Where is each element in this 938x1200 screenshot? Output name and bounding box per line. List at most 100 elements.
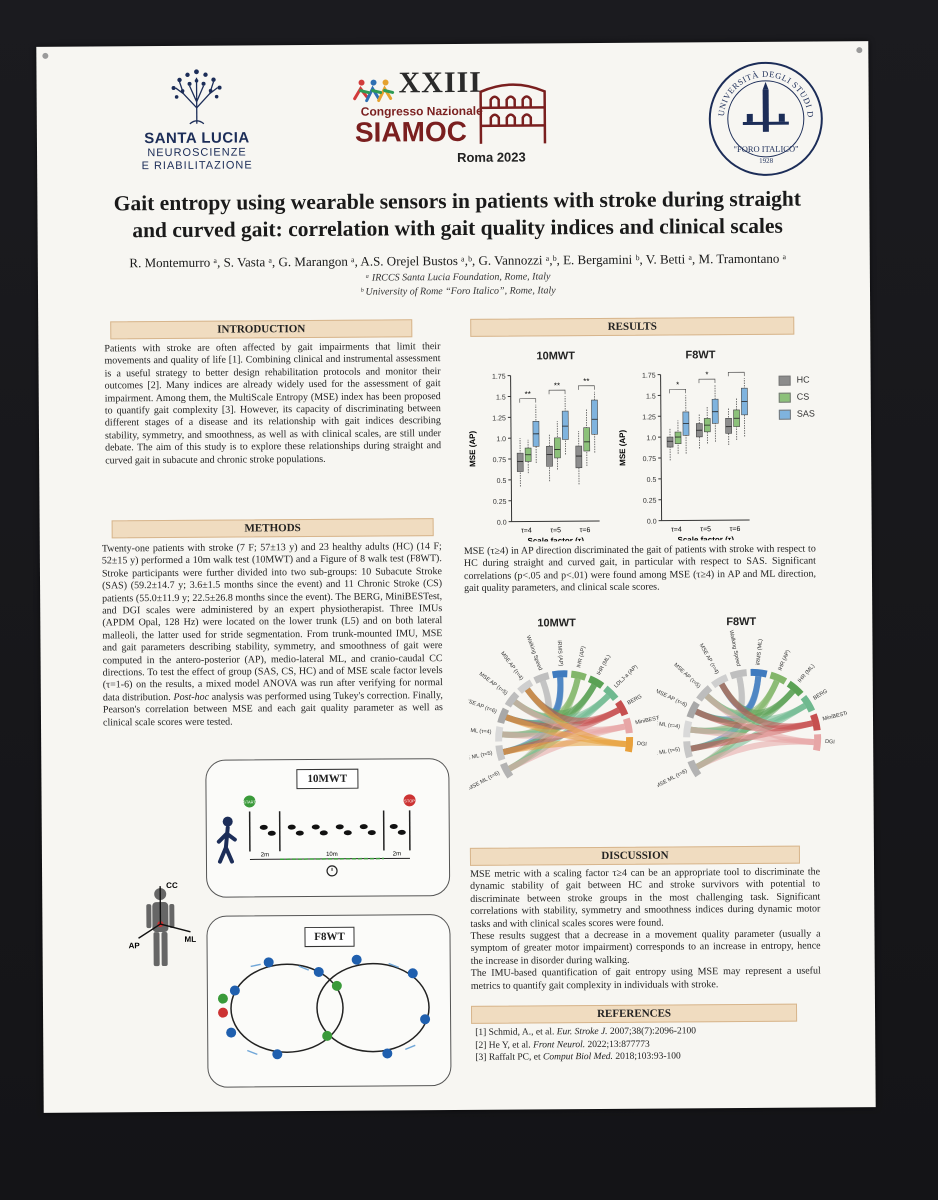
y-tick-label: 1.75	[492, 374, 506, 381]
box	[666, 436, 674, 448]
chord-label: IHR (ML)	[596, 654, 612, 677]
university-seal-icon: UNIVERSITÀ DEGLI STUDI DI ROMA	[702, 51, 823, 176]
y-axis-label: MSE (AP)	[468, 431, 477, 467]
chord-label: iRMS (AP)	[556, 640, 564, 666]
chord-label: MSE ML (τ=5)	[468, 750, 493, 763]
box-cs	[583, 409, 591, 467]
legend-swatch-hc	[778, 375, 791, 386]
chord-ribbon	[719, 682, 814, 730]
x-tick-label: τ=5	[550, 527, 561, 534]
results-text: MSE (τ≥4) in AP direction discriminated …	[463, 543, 817, 595]
y-tick-label: 0.25	[493, 499, 507, 506]
reference-3-journal: Comput Biol Med.	[542, 1051, 613, 1063]
discussion-paragraph-2: These results suggest that a decrease in…	[470, 928, 821, 967]
stop-label: STOP	[404, 798, 415, 803]
walker-icon	[216, 816, 237, 864]
santa-lucia-sub2: E RIABILITAZIONE	[141, 159, 253, 173]
chord-arc	[729, 669, 747, 680]
santa-lucia-name: SANTA LUCIA	[144, 129, 250, 148]
significance-bracket	[669, 388, 687, 394]
chord-arc	[533, 672, 550, 684]
x-tick-label: τ=5	[700, 526, 711, 533]
tree-icon	[171, 69, 222, 125]
chord-arc	[587, 675, 605, 689]
y-tick-label: 0.25	[643, 498, 657, 505]
discussion-paragraph-1: MSE metric with a scaling factor τ≥4 can…	[470, 866, 821, 930]
chord-arc	[812, 734, 822, 752]
box	[711, 398, 719, 424]
y-tick-label: 1.75	[642, 373, 656, 380]
methods-posthoc: Post-hoc	[173, 691, 210, 703]
stop-marker-icon	[403, 794, 416, 807]
box	[575, 445, 583, 469]
methods-text: Twenty-one patients with stroke (7 F; 57…	[102, 541, 443, 729]
box-sas	[711, 385, 719, 442]
y-tick-label: 0.0	[647, 519, 657, 526]
chord-label: LDLJ-a (AP)	[613, 664, 639, 690]
chord-label: MSE ML (τ=5)	[656, 747, 680, 759]
chord-label: Walking Speed	[728, 630, 741, 667]
chord-label: MSE ML (τ=6)	[468, 770, 501, 792]
reference-1-journal: Eur. Stroke J.	[556, 1026, 608, 1038]
box	[725, 417, 732, 434]
box-hc	[516, 438, 524, 487]
chord-arc	[750, 668, 768, 678]
stopwatch-icon	[326, 865, 338, 877]
y-tick-label: 1.5	[646, 393, 656, 400]
chord-label: MSE ML (τ=6)	[656, 768, 688, 789]
chord-label: MSE AP (τ=4)	[698, 643, 720, 676]
chord-label: DGI	[637, 741, 648, 748]
box	[561, 410, 569, 440]
siamoc-city: Roma 2023	[457, 149, 526, 165]
box-hc	[575, 431, 583, 485]
methods-heading: METHODS	[111, 518, 434, 539]
discussion-text: MSE metric with a scaling factor τ≥4 can…	[470, 866, 821, 993]
foro-italico-label: "FORO ITALICO"	[733, 143, 799, 155]
affiliation-b: ᵇ University of Rome “Foro Italico”, Rom…	[360, 285, 556, 298]
legend-swatch-sas	[778, 409, 791, 420]
significance-bracket	[727, 371, 745, 377]
chord-arc	[497, 707, 510, 724]
y-tick-label: 1.0	[646, 435, 656, 442]
boxplot-f8wt: 0.0 0.25 0.5 0.75 1.0 1.25 1.5 1.75 MSE (AP) Scal…	[618, 370, 750, 541]
box	[591, 399, 598, 435]
y-tick-label: 0.5	[497, 478, 507, 485]
walker-icons	[226, 954, 431, 1060]
y-tick-label: 1.25	[492, 415, 506, 422]
box-hc	[725, 408, 732, 446]
chord-label: iRMS (ML)	[755, 639, 764, 666]
chord-label: IHR (ML)	[797, 663, 816, 684]
chord-arc	[800, 695, 816, 713]
legend-hc: HC	[778, 374, 810, 386]
reference-2-details: 2022;13:877773	[585, 1039, 650, 1050]
x-axis-label: Scale factor (τ)	[677, 535, 734, 541]
chord-arc	[696, 685, 713, 702]
box	[516, 452, 524, 472]
chord-arc	[683, 741, 693, 759]
y-axis	[660, 374, 663, 521]
significance-bracket	[519, 398, 537, 403]
legend-label-hc: HC	[796, 374, 810, 385]
box-cs	[733, 398, 740, 440]
chord-arc	[495, 726, 504, 742]
chord-arc	[500, 762, 514, 779]
significance-label: *	[705, 370, 708, 379]
chord-label: MSE AP (τ=4)	[499, 651, 524, 682]
chord-label: DGI	[825, 739, 836, 746]
chord-arc	[504, 691, 520, 708]
y-tick-label: 0.75	[643, 456, 657, 463]
pin	[42, 52, 49, 59]
y-tick-label: 0.0	[497, 520, 507, 527]
boxplot-10mwt: 0.0 0.25 0.5 0.75 1.0 1.25 1.5 1.75 MSE (AP) Scal…	[468, 374, 600, 542]
x-tick-label: τ=4	[521, 527, 532, 534]
significance-label: **	[525, 390, 531, 399]
chord-diagram-f8wt: MSE ML (τ=6) MSE ML (τ=5) MSE ML (τ=4) MSE …	[656, 630, 847, 790]
reference-2-journal: Front Neurol.	[533, 1039, 586, 1050]
reference-1-authors: [1] Schmid, A., et al.	[475, 1027, 557, 1038]
foro-italico-year: 1928	[759, 156, 774, 165]
chord-label: MSE AP (τ=6)	[468, 697, 497, 715]
reference-3-details: 2018;103:93-100	[612, 1051, 681, 1062]
poster: SANTA LUCIA NEUROSCIENZE E RIABILITAZION…	[36, 41, 876, 1113]
chord-ribbon	[524, 687, 627, 748]
legend-sas: SAS	[778, 408, 815, 420]
